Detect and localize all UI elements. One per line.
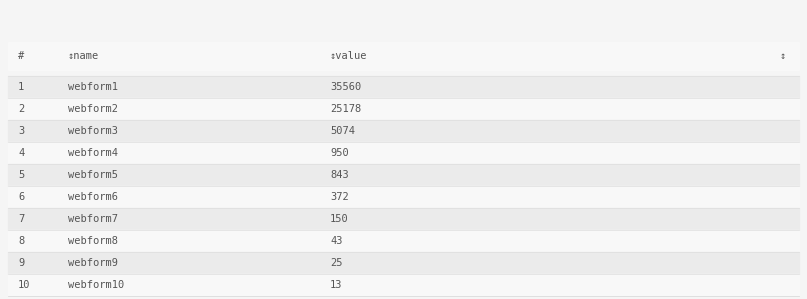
Text: 43: 43 — [330, 236, 342, 246]
Text: 5074: 5074 — [330, 126, 355, 136]
Text: 5: 5 — [18, 170, 24, 180]
Text: 1: 1 — [18, 82, 24, 92]
Text: webform3: webform3 — [68, 126, 118, 136]
Text: 843: 843 — [330, 170, 349, 180]
Bar — [8, 274, 799, 296]
Bar — [8, 42, 799, 70]
Bar — [8, 164, 799, 186]
Text: ↕: ↕ — [780, 51, 786, 61]
Text: 150: 150 — [330, 214, 349, 224]
Text: 2: 2 — [18, 104, 24, 114]
Text: 6: 6 — [18, 192, 24, 202]
Bar — [8, 208, 799, 230]
Text: 4: 4 — [18, 148, 24, 158]
Bar — [8, 76, 799, 98]
Text: webform4: webform4 — [68, 148, 118, 158]
Bar — [8, 142, 799, 164]
Text: webform2: webform2 — [68, 104, 118, 114]
Bar — [8, 186, 799, 208]
Text: 25: 25 — [330, 258, 342, 268]
Text: 372: 372 — [330, 192, 349, 202]
Text: #: # — [18, 51, 24, 61]
Text: 950: 950 — [330, 148, 349, 158]
Text: 8: 8 — [18, 236, 24, 246]
Text: 3: 3 — [18, 126, 24, 136]
Text: webform5: webform5 — [68, 170, 118, 180]
Text: 7: 7 — [18, 214, 24, 224]
Text: webform6: webform6 — [68, 192, 118, 202]
Text: webform7: webform7 — [68, 214, 118, 224]
Text: 10: 10 — [18, 280, 31, 290]
Bar — [8, 120, 799, 142]
Text: webform1: webform1 — [68, 82, 118, 92]
Text: webform10: webform10 — [68, 280, 124, 290]
Text: 25178: 25178 — [330, 104, 362, 114]
Text: 13: 13 — [330, 280, 342, 290]
Text: webform9: webform9 — [68, 258, 118, 268]
Bar — [8, 98, 799, 120]
Text: 35560: 35560 — [330, 82, 362, 92]
Bar — [8, 252, 799, 274]
Text: 9: 9 — [18, 258, 24, 268]
Bar — [8, 230, 799, 252]
Text: ↕value: ↕value — [330, 51, 367, 61]
Text: webform8: webform8 — [68, 236, 118, 246]
Text: ↕name: ↕name — [68, 51, 99, 61]
